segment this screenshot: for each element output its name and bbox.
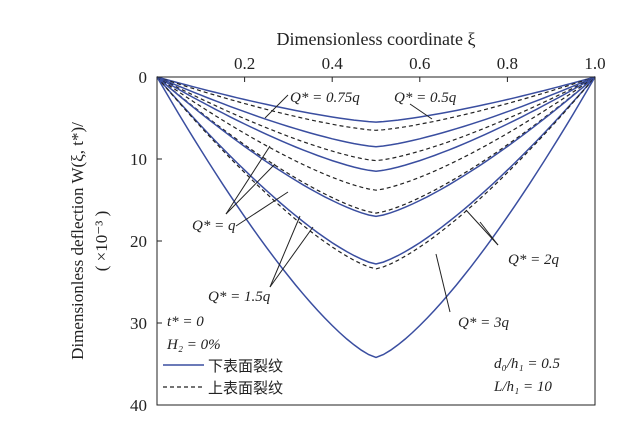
y-tick-label: 40 [130, 396, 147, 415]
label-d0: d₀/h₁ = 0.5 [494, 356, 560, 372]
y-axis-label: Dimensionless deflection W(ξ, t*)/ [68, 122, 87, 360]
x-tick-label: 0.8 [497, 54, 518, 73]
y-axis-label-unit: ( ×10⁻³ ) [92, 211, 111, 271]
label-q2: Q* = 2q [508, 252, 559, 268]
series-line-q-dashed [156, 76, 596, 191]
label-q05: Q* = 0.5q [394, 90, 457, 106]
series-line-1_5q-dashed [156, 76, 596, 214]
series-line-2q-solid [156, 76, 596, 265]
plot-frame [156, 76, 596, 406]
label-q3: Q* = 3q [458, 315, 509, 331]
legend-solid-label: 下表面裂纹 [208, 357, 283, 375]
x-tick-label: 0.4 [322, 54, 344, 73]
y-tick-label: 10 [130, 150, 147, 169]
series-line-1_5q-solid [156, 76, 596, 218]
annotation-leaders [225, 94, 499, 313]
label-q075: Q* = 0.75q [290, 90, 360, 106]
x-tick-label: 1.0 [584, 54, 605, 73]
series-line-3q-solid [156, 76, 596, 359]
series-line-0_75q-solid [156, 76, 596, 148]
x-tick-label: 0.6 [409, 54, 430, 73]
series-line-2q-dashed [156, 76, 596, 270]
label-q1: Q* = q [192, 218, 236, 234]
label-L: L/h₁ = 10 [493, 379, 552, 395]
label-time: t* = 0 [167, 314, 204, 330]
legend-dashed-label: 上表面裂纹 [208, 379, 283, 397]
y-tick-label: 30 [130, 314, 147, 333]
label-h2: H₂ = 0% [166, 337, 221, 353]
series-line-q-solid [156, 76, 596, 173]
label-q15: Q* = 1.5q [208, 289, 271, 305]
x-axis-label: Dimensionless coordinate ξ [277, 29, 476, 49]
series-lines [156, 76, 596, 359]
series-line-0_5q-solid [156, 76, 596, 123]
legend: 下表面裂纹 上表面裂纹 [163, 357, 283, 397]
y-tick-label: 20 [130, 232, 147, 251]
x-tick-label: 0.2 [234, 54, 255, 73]
series-line-0_5q-dashed [156, 76, 596, 131]
y-tick-label: 0 [139, 68, 148, 87]
